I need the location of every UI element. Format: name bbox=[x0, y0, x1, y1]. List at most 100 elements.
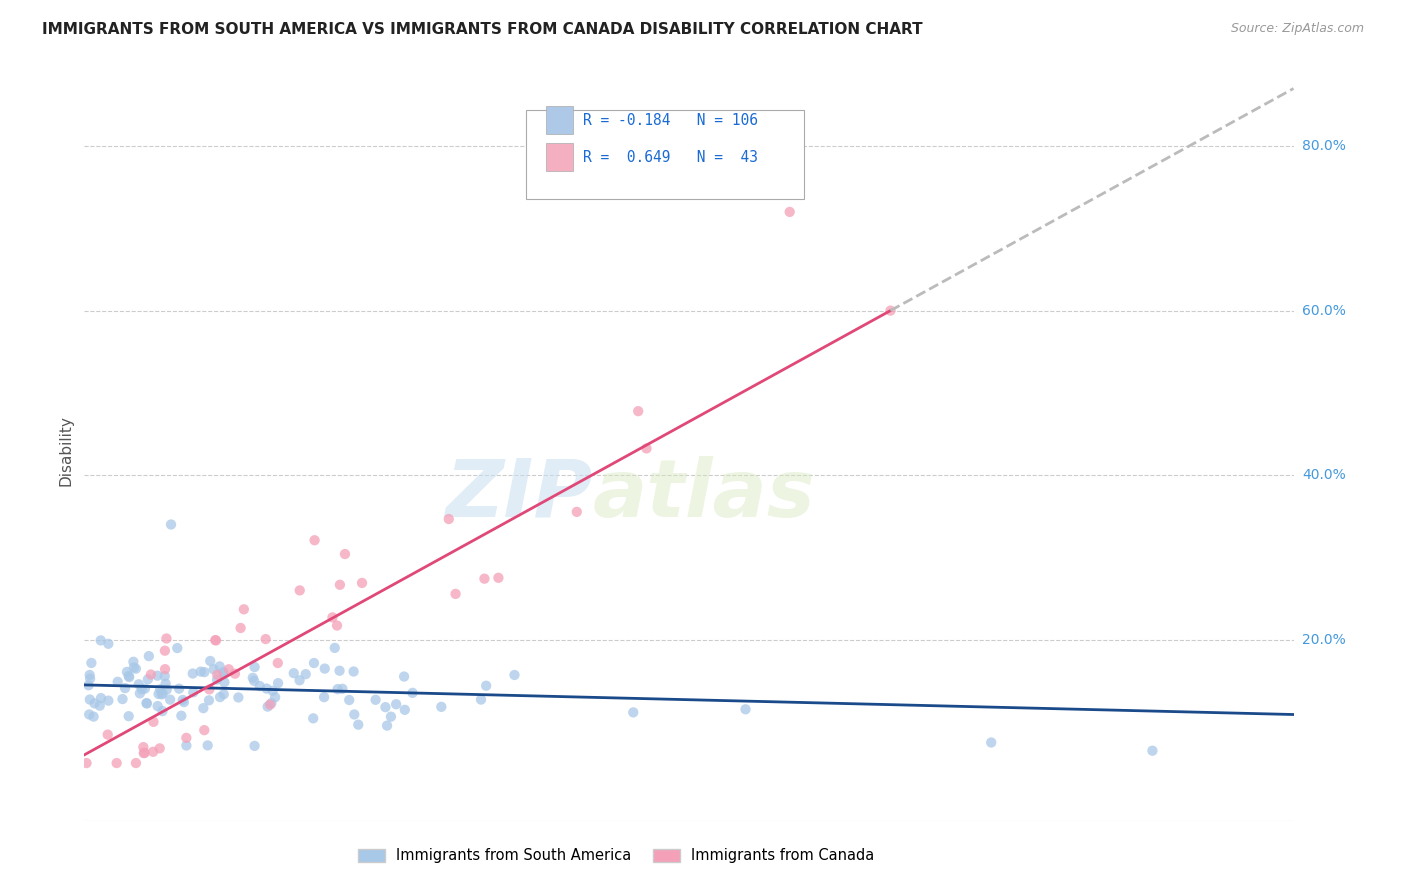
Point bbox=[172, 693, 194, 707]
Point bbox=[83, 709, 105, 723]
Point bbox=[262, 683, 284, 698]
Point bbox=[142, 745, 165, 759]
Point bbox=[267, 676, 290, 690]
Text: R = -0.184   N = 106: R = -0.184 N = 106 bbox=[582, 112, 758, 128]
Point bbox=[314, 662, 336, 676]
Point bbox=[205, 633, 228, 648]
Point bbox=[430, 699, 453, 714]
Point bbox=[288, 673, 311, 688]
Point bbox=[149, 741, 172, 756]
Point bbox=[167, 681, 190, 696]
Point bbox=[139, 667, 162, 681]
Point bbox=[118, 670, 141, 684]
Point bbox=[212, 666, 235, 681]
Point bbox=[486, 571, 509, 585]
Point bbox=[242, 671, 264, 685]
Point bbox=[198, 682, 221, 697]
Point bbox=[76, 756, 98, 770]
Point bbox=[97, 728, 120, 742]
Point bbox=[329, 664, 352, 678]
Point bbox=[128, 686, 150, 700]
Point bbox=[256, 681, 278, 696]
Bar bbox=[547, 144, 572, 171]
Text: 60.0%: 60.0% bbox=[1302, 303, 1346, 318]
Point bbox=[166, 641, 188, 656]
Point bbox=[131, 682, 153, 697]
Point bbox=[330, 681, 353, 696]
Point bbox=[132, 740, 155, 755]
Point bbox=[77, 678, 100, 692]
Point bbox=[138, 649, 160, 664]
Point bbox=[122, 660, 145, 674]
Point bbox=[132, 746, 155, 760]
Point bbox=[1142, 744, 1164, 758]
Point bbox=[155, 632, 177, 646]
Point bbox=[114, 681, 136, 695]
Point bbox=[148, 687, 170, 701]
Point bbox=[212, 665, 235, 679]
Point bbox=[128, 677, 150, 691]
Point bbox=[134, 681, 156, 696]
Point bbox=[621, 706, 644, 720]
Point bbox=[111, 692, 134, 706]
Point bbox=[79, 668, 101, 682]
Point bbox=[254, 632, 277, 646]
Point bbox=[107, 674, 129, 689]
Point bbox=[302, 711, 325, 725]
Point bbox=[155, 676, 177, 690]
Point bbox=[304, 533, 326, 548]
Point bbox=[214, 675, 236, 690]
Text: Source: ZipAtlas.com: Source: ZipAtlas.com bbox=[1230, 22, 1364, 36]
Point bbox=[212, 687, 235, 701]
Text: 20.0%: 20.0% bbox=[1302, 632, 1346, 647]
Point bbox=[193, 723, 215, 738]
Point bbox=[343, 707, 366, 722]
Point bbox=[385, 698, 408, 712]
Point bbox=[636, 442, 658, 456]
Y-axis label: Disability: Disability bbox=[58, 415, 73, 486]
Point bbox=[197, 739, 219, 753]
Point bbox=[79, 692, 101, 706]
Point bbox=[200, 654, 222, 668]
Point bbox=[243, 660, 266, 674]
Point bbox=[337, 693, 360, 707]
Point bbox=[79, 672, 101, 686]
Point bbox=[350, 576, 373, 591]
Point bbox=[329, 578, 352, 592]
Point bbox=[229, 621, 252, 635]
Point bbox=[193, 701, 215, 715]
Legend: Immigrants from South America, Immigrants from Canada: Immigrants from South America, Immigrant… bbox=[353, 842, 880, 869]
FancyBboxPatch shape bbox=[526, 110, 804, 199]
Point bbox=[97, 693, 120, 707]
Point bbox=[134, 746, 156, 760]
Point bbox=[470, 692, 492, 706]
Point bbox=[149, 682, 172, 697]
Point bbox=[208, 659, 231, 673]
Point bbox=[326, 682, 349, 697]
Point bbox=[209, 690, 232, 704]
Point bbox=[153, 662, 176, 676]
Point bbox=[125, 756, 148, 770]
Point bbox=[173, 695, 195, 709]
Point bbox=[83, 697, 105, 711]
Point bbox=[364, 693, 387, 707]
Point bbox=[734, 702, 756, 716]
Point bbox=[153, 669, 176, 683]
Point bbox=[264, 690, 287, 705]
Point bbox=[228, 690, 250, 705]
Point bbox=[444, 587, 467, 601]
Point bbox=[153, 643, 176, 657]
Point bbox=[156, 682, 179, 697]
Point bbox=[205, 673, 228, 687]
Point bbox=[401, 686, 423, 700]
Point bbox=[259, 698, 281, 712]
Text: IMMIGRANTS FROM SOUTH AMERICA VS IMMIGRANTS FROM CANADA DISABILITY CORRELATION C: IMMIGRANTS FROM SOUTH AMERICA VS IMMIGRA… bbox=[42, 22, 922, 37]
Point bbox=[323, 640, 346, 655]
Point bbox=[90, 633, 112, 648]
Point bbox=[374, 700, 396, 714]
Point bbox=[125, 662, 148, 676]
Point bbox=[243, 673, 266, 688]
Point bbox=[267, 656, 290, 670]
Point bbox=[193, 665, 215, 679]
Point bbox=[326, 618, 349, 632]
